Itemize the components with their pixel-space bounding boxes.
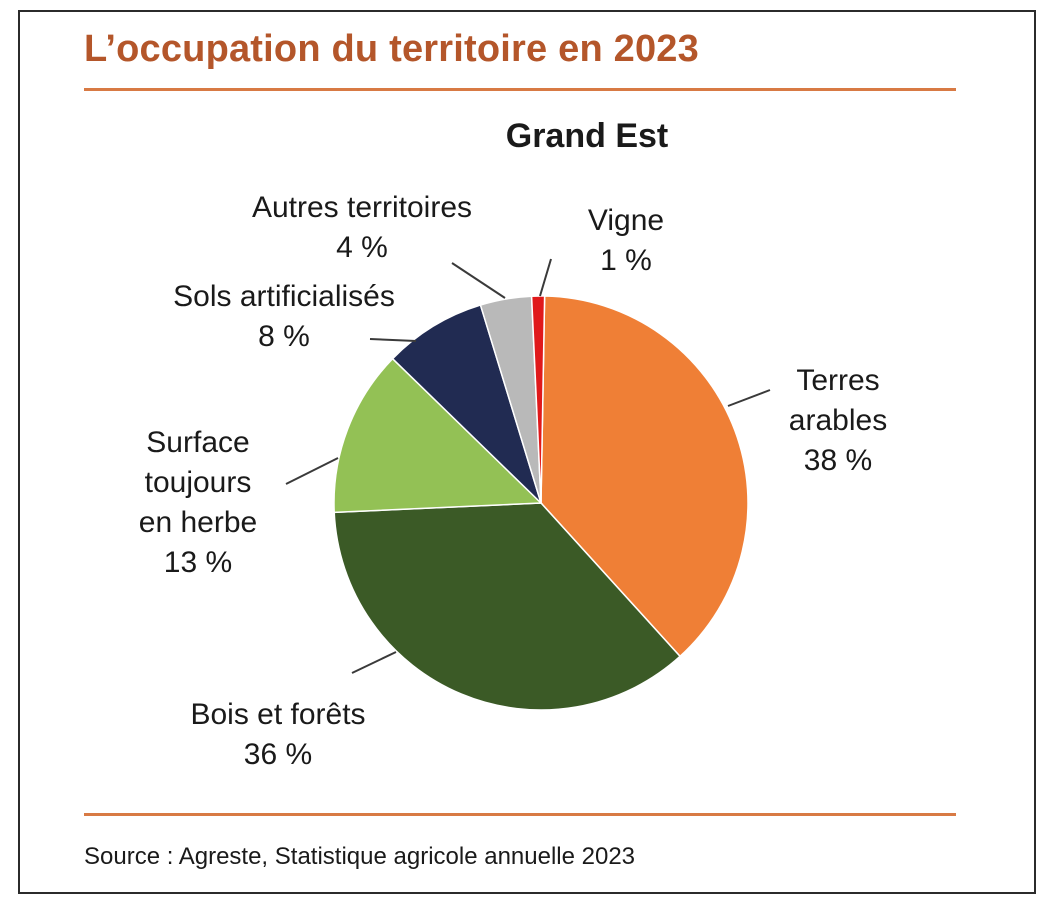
leader-line-sols-artificialises [369,338,417,342]
footer-rule [84,813,956,816]
category-label-line: en herbe [139,506,257,539]
value-label: 4 % [336,231,388,264]
slice-terres-arables [540,295,749,658]
value-label: 1 % [600,244,652,277]
category-label-line: Vigne [588,204,664,237]
slice-sols-artificialises [391,304,542,504]
value-label: 36 % [244,738,312,771]
page-title: L’occupation du territoire en 2023 [84,28,699,70]
category-label-line: arables [789,404,887,437]
source-note: Source : Agreste, Statistique agricole a… [84,843,636,870]
leader-line-surface-toujours-en-herbe [285,457,339,485]
slice-labels: Terres arables 38 % Bois et forêts 36 % Surfa… [139,191,887,771]
category-label-line: Surface [146,426,249,459]
leader-line-vigne [539,258,552,297]
value-label: 38 % [804,444,872,477]
category-label-line: Sols artificialisés [173,280,395,313]
label-bois-et-forets: Bois et forêts 36 % [190,698,365,771]
value-label: 8 % [258,320,310,353]
slice-bois-et-forets [333,502,682,711]
slice-surface-toujours-en-herbe [333,357,543,514]
leader-line-autres-territoires [451,262,506,299]
category-label-line: toujours [145,466,252,499]
label-autres-territoires: Autres territoires 4 % [252,191,472,264]
value-label: 13 % [164,546,232,579]
pie-slices [333,295,749,711]
leader-line-terres-arables [727,389,771,407]
chart-subtitle: Grand Est [506,117,668,155]
label-surface-toujours-en-herbe: Surface toujours en herbe 13 % [139,426,257,579]
category-label-line: Bois et forêts [190,698,365,731]
label-vigne: Vigne 1 % [588,204,664,277]
category-label-line: Terres [796,364,879,397]
title-rule [84,88,956,91]
leader-lines [285,258,771,674]
label-sols-artificialises: Sols artificialisés 8 % [173,280,395,353]
slice-vigne [530,295,546,504]
leader-line-bois-et-forets [351,651,397,674]
label-terres-arables: Terres arables 38 % [789,364,887,477]
category-label-line: Autres territoires [252,191,472,224]
